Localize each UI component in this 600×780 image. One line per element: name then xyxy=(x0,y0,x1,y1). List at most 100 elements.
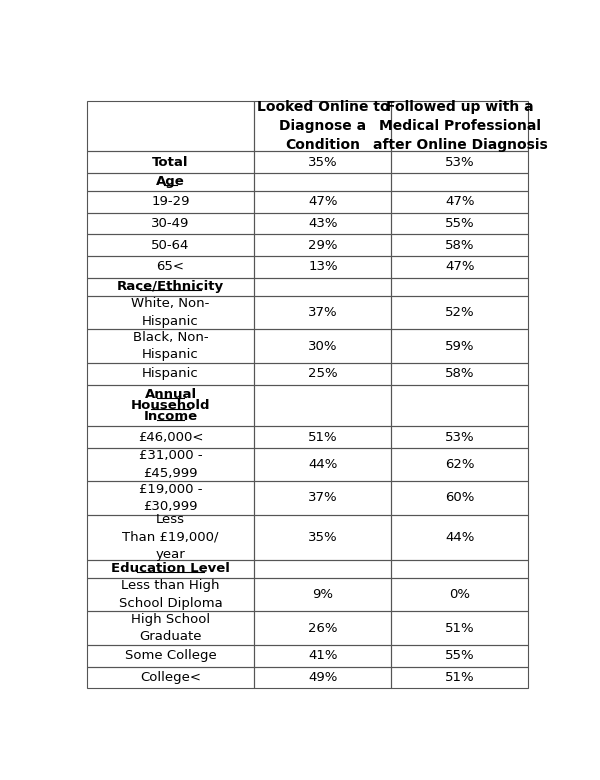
Bar xyxy=(86,666,254,688)
Bar xyxy=(254,666,391,688)
Bar xyxy=(391,296,529,329)
Text: 35%: 35% xyxy=(308,530,338,544)
Bar xyxy=(254,296,391,329)
Text: 9%: 9% xyxy=(313,588,334,601)
Bar xyxy=(391,101,529,151)
Bar xyxy=(86,481,254,515)
Bar xyxy=(86,645,254,666)
Bar xyxy=(391,560,529,578)
Bar xyxy=(86,278,254,296)
Bar xyxy=(391,481,529,515)
Bar xyxy=(391,578,529,612)
Text: 0%: 0% xyxy=(449,588,470,601)
Bar xyxy=(86,612,254,645)
Bar xyxy=(254,481,391,515)
Bar xyxy=(86,256,254,278)
Bar xyxy=(391,363,529,385)
Text: Looked Online to
Diagnose a
Condition: Looked Online to Diagnose a Condition xyxy=(257,100,389,152)
Bar xyxy=(86,173,254,191)
Bar xyxy=(86,385,254,426)
Bar xyxy=(254,151,391,173)
Bar xyxy=(254,101,391,151)
Text: 29%: 29% xyxy=(308,239,338,252)
Text: 43%: 43% xyxy=(308,217,338,230)
Text: 60%: 60% xyxy=(445,491,475,505)
Bar xyxy=(254,560,391,578)
Text: £46,000<: £46,000< xyxy=(138,431,203,444)
Text: £19,000 -
£30,999: £19,000 - £30,999 xyxy=(139,483,202,513)
Text: College<: College< xyxy=(140,671,201,684)
Text: 65<: 65< xyxy=(157,261,185,274)
Bar xyxy=(391,515,529,560)
Bar xyxy=(86,213,254,235)
Bar xyxy=(391,191,529,213)
Bar xyxy=(254,612,391,645)
Text: Annual: Annual xyxy=(145,388,197,401)
Text: 52%: 52% xyxy=(445,307,475,319)
Bar xyxy=(391,235,529,256)
Bar xyxy=(391,173,529,191)
Bar xyxy=(254,385,391,426)
Bar xyxy=(86,578,254,612)
Text: 47%: 47% xyxy=(308,196,338,208)
Text: 35%: 35% xyxy=(308,155,338,168)
Bar xyxy=(391,666,529,688)
Bar xyxy=(86,151,254,173)
Bar xyxy=(86,296,254,329)
Text: 47%: 47% xyxy=(445,196,475,208)
Bar xyxy=(86,235,254,256)
Text: 55%: 55% xyxy=(445,217,475,230)
Text: 50-64: 50-64 xyxy=(151,239,190,252)
Text: Total: Total xyxy=(152,155,189,168)
Text: 37%: 37% xyxy=(308,307,338,319)
Text: Hispanic: Hispanic xyxy=(142,367,199,380)
Text: 37%: 37% xyxy=(308,491,338,505)
Text: Race/Ethnicity: Race/Ethnicity xyxy=(117,281,224,293)
Bar xyxy=(254,329,391,363)
Text: 53%: 53% xyxy=(445,155,475,168)
Text: £31,000 -
£45,999: £31,000 - £45,999 xyxy=(139,449,202,480)
Text: 51%: 51% xyxy=(445,671,475,684)
Text: 62%: 62% xyxy=(445,458,475,471)
Text: 58%: 58% xyxy=(445,367,475,380)
Bar xyxy=(391,448,529,481)
Bar xyxy=(254,645,391,666)
Bar xyxy=(391,256,529,278)
Text: Age: Age xyxy=(156,176,185,189)
Text: 51%: 51% xyxy=(445,622,475,635)
Text: Household: Household xyxy=(131,399,211,412)
Text: Less than High
School Diploma: Less than High School Diploma xyxy=(119,580,223,610)
Bar xyxy=(86,426,254,448)
Bar xyxy=(254,173,391,191)
Bar xyxy=(391,151,529,173)
Bar xyxy=(254,191,391,213)
Bar xyxy=(254,426,391,448)
Text: Black, Non-
Hispanic: Black, Non- Hispanic xyxy=(133,331,208,361)
Bar xyxy=(86,101,254,151)
Bar xyxy=(254,515,391,560)
Text: Education Level: Education Level xyxy=(111,562,230,576)
Text: High School
Graduate: High School Graduate xyxy=(131,613,210,644)
Bar xyxy=(391,385,529,426)
Bar xyxy=(391,426,529,448)
Bar xyxy=(86,191,254,213)
Bar xyxy=(86,329,254,363)
Bar xyxy=(86,515,254,560)
Bar xyxy=(391,213,529,235)
Text: 47%: 47% xyxy=(445,261,475,274)
Text: Some College: Some College xyxy=(125,649,217,662)
Bar xyxy=(391,278,529,296)
Text: 58%: 58% xyxy=(445,239,475,252)
Bar xyxy=(254,278,391,296)
Bar xyxy=(86,363,254,385)
Text: 41%: 41% xyxy=(308,649,338,662)
Text: 51%: 51% xyxy=(308,431,338,444)
Text: Followed up with a
Medical Professional
after Online Diagnosis: Followed up with a Medical Professional … xyxy=(373,100,547,152)
Bar xyxy=(391,645,529,666)
Bar xyxy=(254,256,391,278)
Text: 55%: 55% xyxy=(445,649,475,662)
Text: 59%: 59% xyxy=(445,339,475,353)
Bar xyxy=(86,560,254,578)
Bar xyxy=(254,235,391,256)
Bar xyxy=(254,578,391,612)
